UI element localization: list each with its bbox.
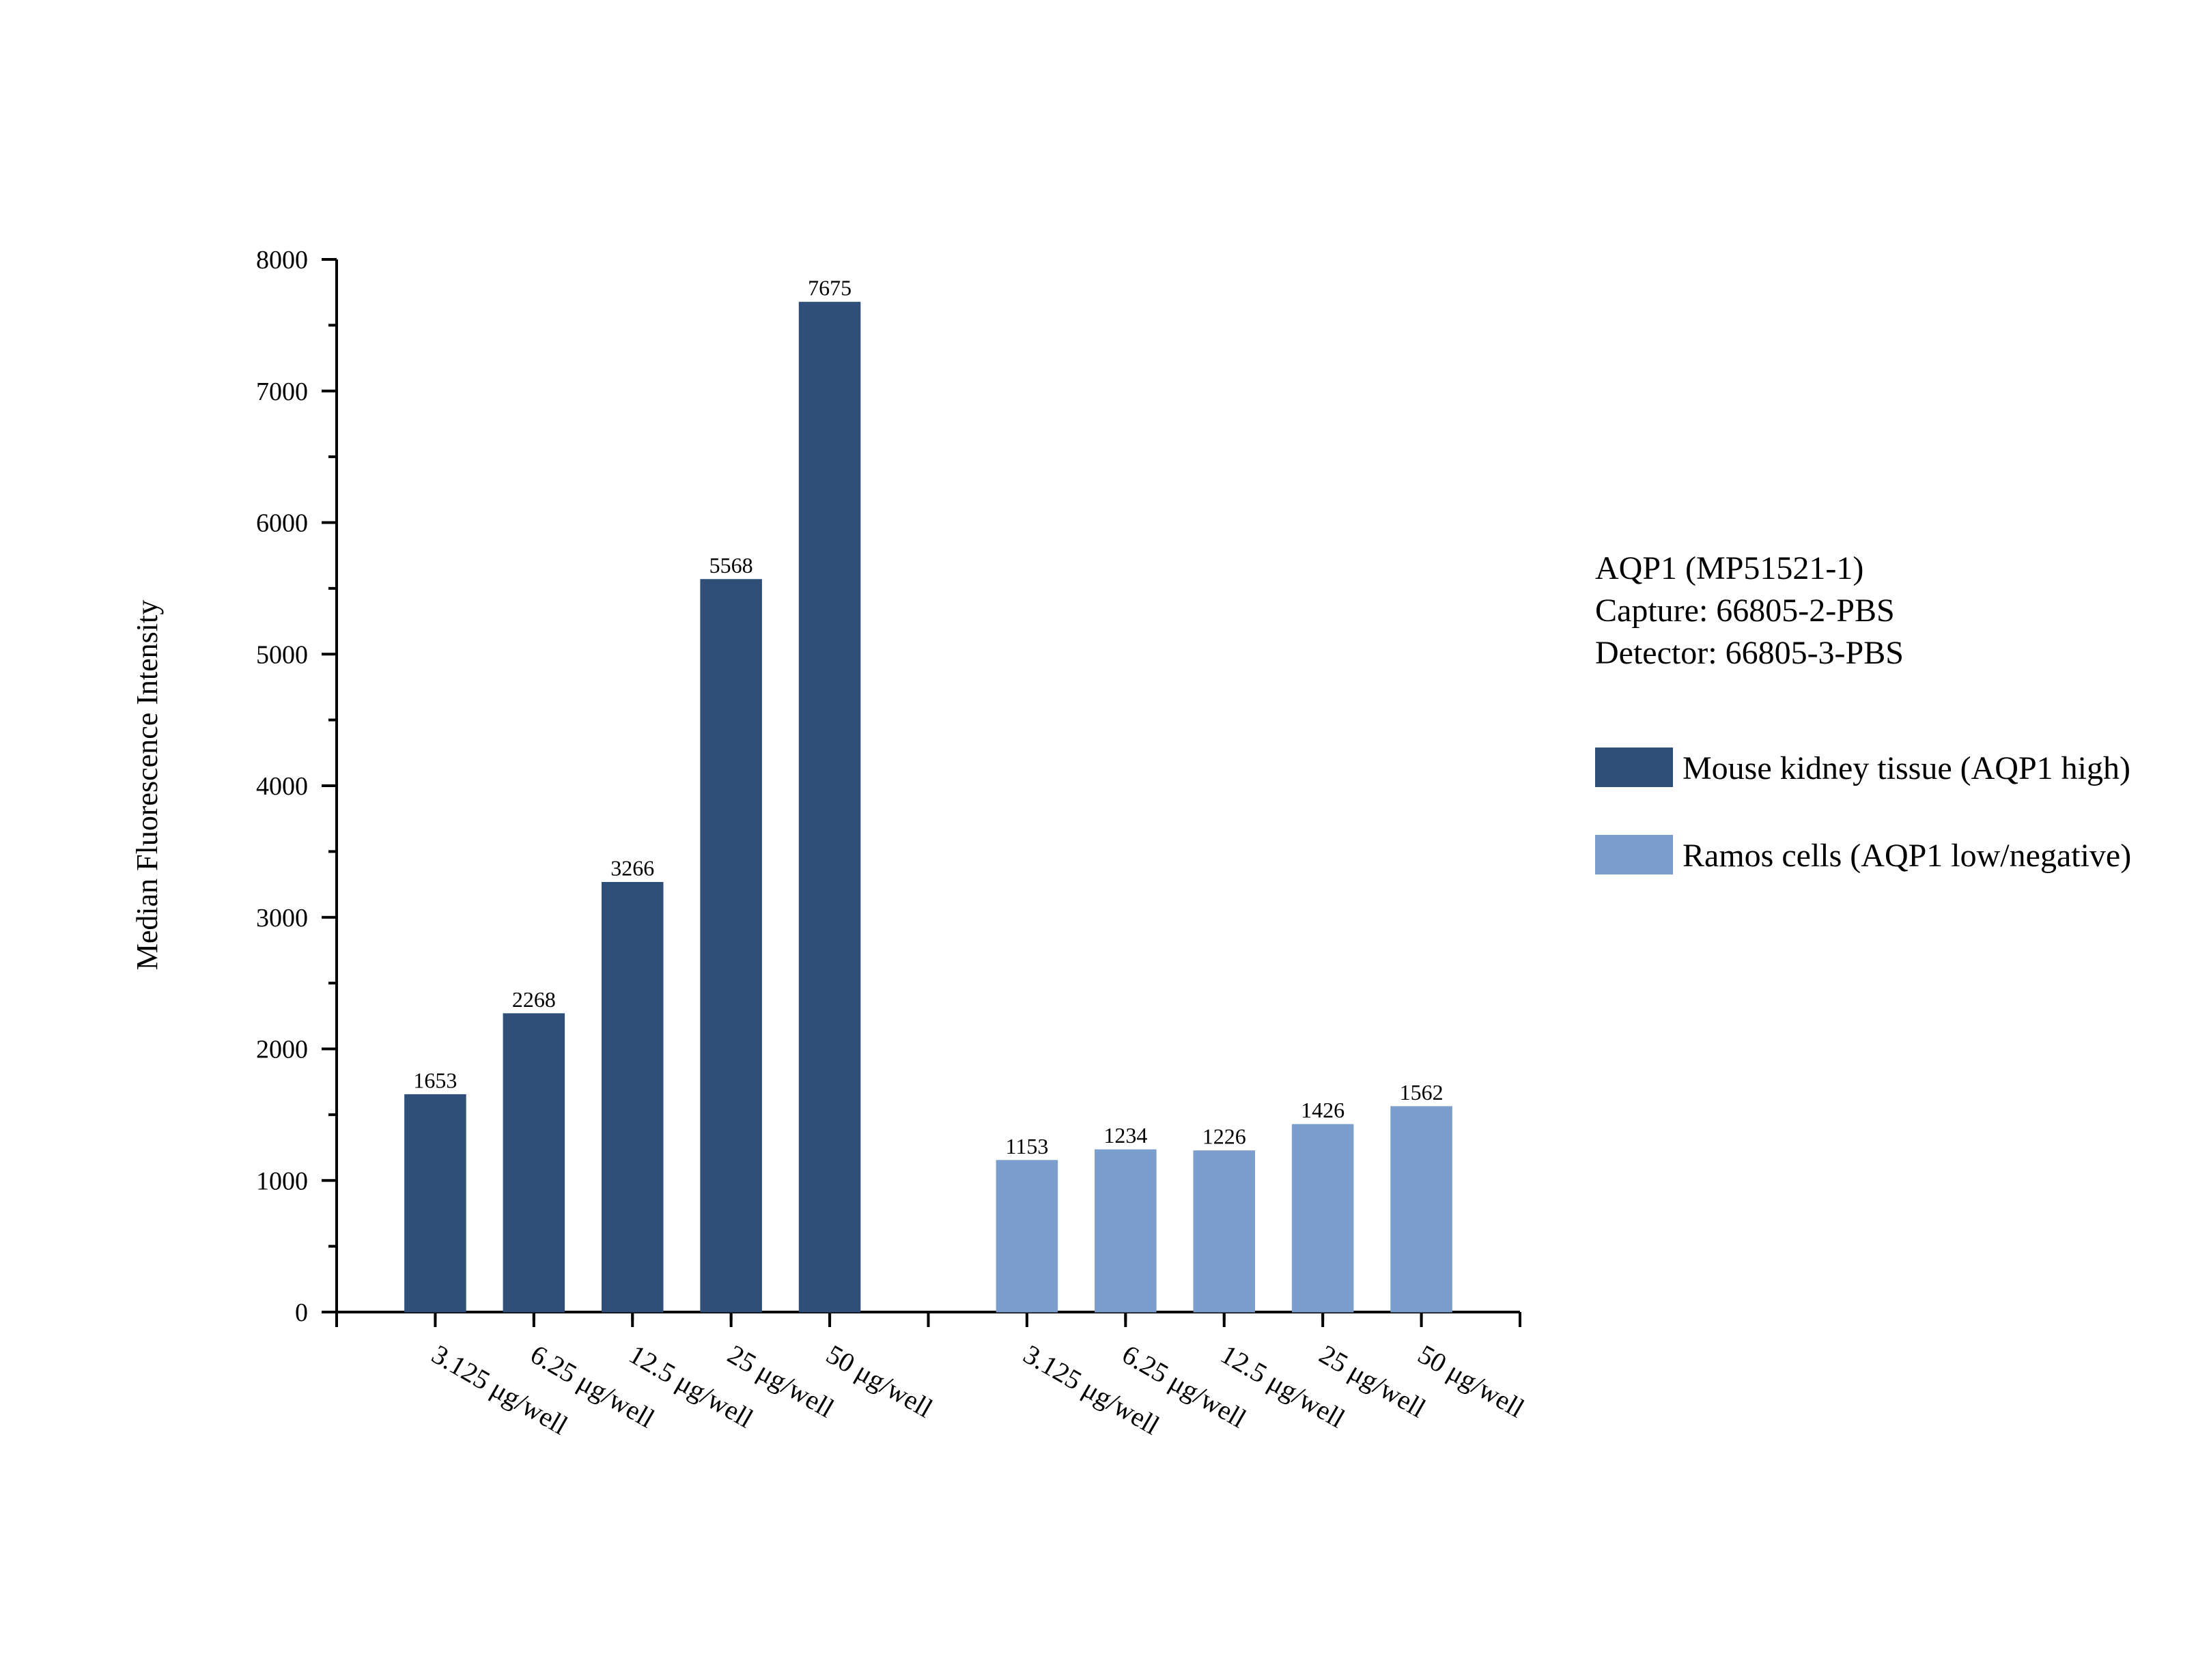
bar (1193, 1150, 1256, 1313)
y-tick-label: 1000 (256, 1167, 308, 1195)
info-line: Capture: 66805-2-PBS (1595, 593, 1895, 629)
legend-swatch (1595, 835, 1673, 874)
y-tick-label: 3000 (256, 904, 308, 932)
legend-item: Mouse kidney tissue (AQP1 high) (1595, 748, 2130, 787)
legend: Mouse kidney tissue (AQP1 high) Ramos cel… (1595, 748, 2131, 874)
data-label: 2268 (512, 987, 556, 1012)
data-label: 1226 (1202, 1124, 1246, 1149)
bar (996, 1160, 1058, 1313)
data-label: 3266 (610, 855, 654, 880)
y-tick-label: 4000 (256, 772, 308, 801)
y-tick-label: 0 (295, 1298, 308, 1327)
bar (700, 579, 762, 1313)
data-label: 1562 (1400, 1080, 1444, 1105)
y-tick-label: 2000 (256, 1036, 308, 1064)
bar (1390, 1106, 1452, 1313)
bar (1291, 1124, 1354, 1313)
legend-label: Mouse kidney tissue (AQP1 high) (1683, 750, 2130, 786)
bar (1095, 1149, 1157, 1313)
y-tick-label: 7000 (256, 378, 308, 406)
y-tick-label: 8000 (256, 246, 308, 274)
data-label: 1653 (413, 1068, 457, 1092)
y-tick-label: 5000 (256, 640, 308, 669)
data-label: 1234 (1103, 1123, 1147, 1148)
y-tick-label: 6000 (256, 509, 308, 538)
x-tick-label: 50 μg/well (1413, 1339, 1530, 1424)
bar (404, 1094, 466, 1313)
bar (798, 302, 861, 1313)
bars (404, 302, 1452, 1313)
info-line: Detector: 66805-3-PBS (1595, 635, 1904, 671)
info-line: AQP1 (MP51521-1) (1595, 550, 1863, 586)
y-axis-title: Median Fluorescence Intensity (130, 600, 164, 971)
bar (503, 1013, 565, 1313)
bar (601, 881, 664, 1313)
legend-item: Ramos cells (AQP1 low/negative) (1595, 835, 2131, 874)
legend-label: Ramos cells (AQP1 low/negative) (1683, 838, 2131, 874)
data-label: 7675 (808, 276, 851, 300)
legend-swatch (1595, 748, 1673, 787)
data-label: 1426 (1301, 1098, 1345, 1122)
data-label: 5568 (709, 553, 753, 578)
x-tick-label: 50 μg/well (821, 1339, 938, 1424)
info-block: AQP1 (MP51521-1) Capture: 66805-2-PBS Dete… (1595, 550, 1904, 671)
data-label: 1153 (1006, 1134, 1049, 1158)
